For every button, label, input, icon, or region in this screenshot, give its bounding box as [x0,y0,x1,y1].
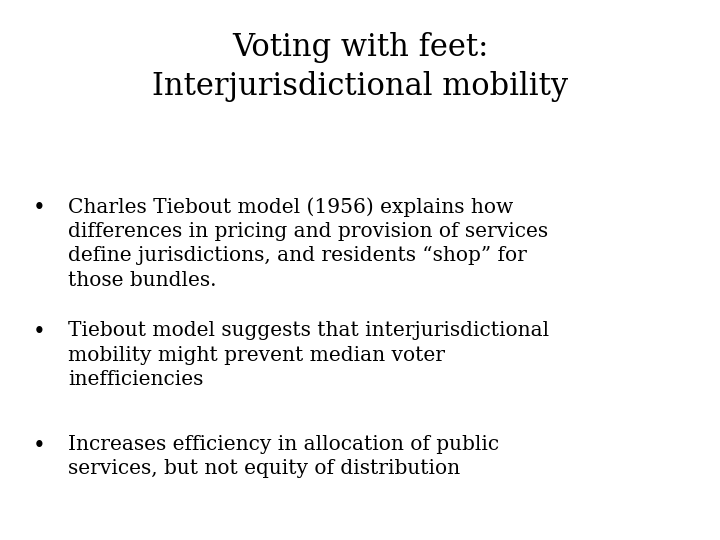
Text: •: • [33,435,46,457]
Text: Charles Tiebout model (1956) explains how
differences in pricing and provision o: Charles Tiebout model (1956) explains ho… [68,197,549,289]
Text: Tiebout model suggests that interjurisdictional
mobility might prevent median vo: Tiebout model suggests that interjurisdi… [68,321,549,389]
Text: Increases efficiency in allocation of public
services, but not equity of distrib: Increases efficiency in allocation of pu… [68,435,500,478]
Text: Voting with feet:
Interjurisdictional mobility: Voting with feet: Interjurisdictional mo… [152,32,568,102]
Text: •: • [33,197,46,219]
Text: •: • [33,321,46,343]
